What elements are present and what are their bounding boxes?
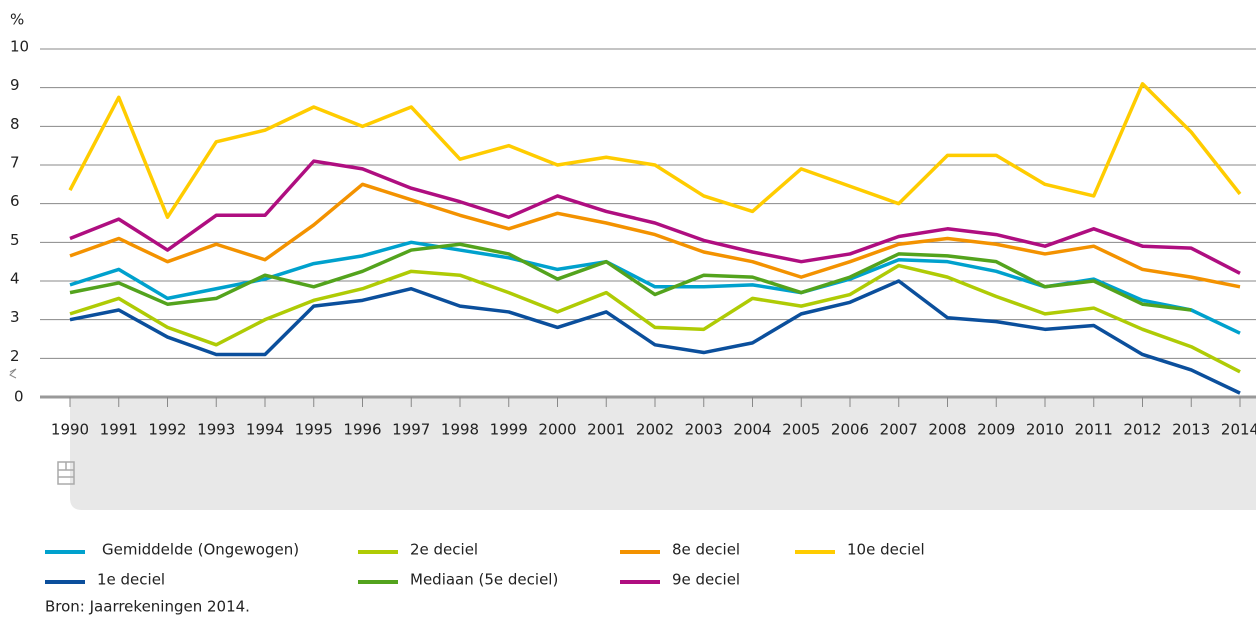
- axis-break-label: 0: [14, 388, 24, 406]
- x-tick-label: 1990: [51, 421, 89, 439]
- x-tick-label: 1992: [148, 421, 186, 439]
- legend-label: Gemiddelde (Ongewogen): [102, 541, 299, 559]
- x-tick-label: 2003: [685, 421, 723, 439]
- x-tick-label: 2002: [636, 421, 674, 439]
- logo: [57, 461, 75, 485]
- source: Bron: Jaarrekeningen 2014.: [45, 598, 250, 616]
- legend-label: 9e deciel: [672, 571, 740, 589]
- legend-label: 1e deciel: [97, 571, 165, 589]
- x-tick-label: 1991: [100, 421, 138, 439]
- x-tick-label: 2013: [1172, 421, 1210, 439]
- series-line: [68, 82, 1242, 219]
- x-tick-label: 2005: [782, 421, 820, 439]
- axis-break: [9, 368, 17, 379]
- series-line: [69, 263, 1241, 374]
- series-line: [69, 242, 1192, 312]
- x-tick-label: 2009: [977, 421, 1015, 439]
- x-tick-label: 2010: [1026, 421, 1064, 439]
- y-tick-label: 5: [10, 231, 20, 249]
- x-tick-label: 1997: [392, 421, 430, 439]
- y-tick-label: 8: [10, 115, 20, 133]
- x-tick-label: 2006: [831, 421, 869, 439]
- legend-label: 10e deciel: [847, 541, 925, 559]
- x-tick-label: 1995: [295, 421, 333, 439]
- x-tick-label: 2000: [538, 421, 576, 439]
- x-tick-label: 1996: [343, 421, 381, 439]
- y-tick-label: 10: [10, 38, 29, 56]
- y-tick-label: 3: [10, 308, 20, 326]
- x-tick-label: 1994: [246, 421, 284, 439]
- legend-label: 2e deciel: [410, 541, 478, 559]
- x-tick-label: 2011: [1075, 421, 1113, 439]
- x-tick-label: 2014: [1221, 421, 1256, 439]
- x-tick-label: 2004: [733, 421, 771, 439]
- legend-label: Mediaan (5e deciel): [410, 571, 558, 589]
- legend-label: 8e deciel: [672, 541, 740, 559]
- y-tick-label: 2: [10, 347, 20, 365]
- series-line: [69, 279, 1241, 395]
- y-tick-label: 6: [10, 192, 20, 210]
- x-tick-label: 2001: [587, 421, 625, 439]
- series-line: [69, 159, 1241, 275]
- x-tick-label: 1993: [197, 421, 235, 439]
- series-line: [69, 182, 1241, 289]
- y-axis-label: %: [10, 11, 24, 29]
- y-tick-label: 4: [10, 270, 20, 288]
- x-axis-band: [70, 397, 1256, 510]
- x-tick-label: 1999: [490, 421, 528, 439]
- x-tick-label: 2008: [928, 421, 966, 439]
- y-tick-label: 7: [10, 154, 20, 172]
- y-tick-label: 9: [10, 76, 20, 94]
- x-tick-label: 1998: [441, 421, 479, 439]
- x-tick-label: 2012: [1123, 421, 1161, 439]
- x-tick-label: 2007: [880, 421, 918, 439]
